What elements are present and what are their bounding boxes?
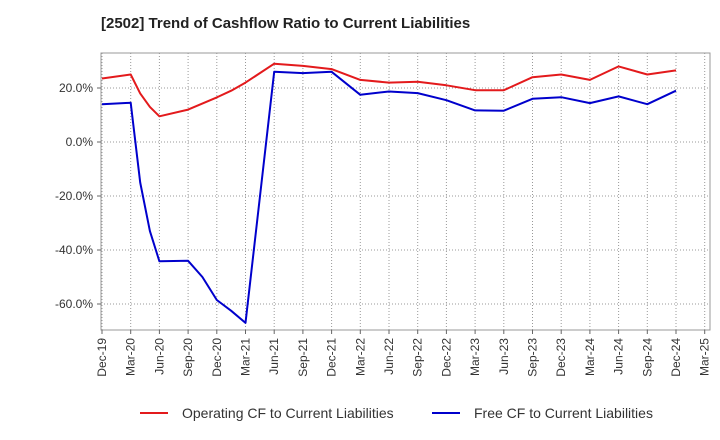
chart-title: [2502] Trend of Cashflow Ratio to Curren… bbox=[101, 15, 471, 32]
x-tick-label: Mar-25 bbox=[698, 338, 712, 376]
x-tick-label: Sep-20 bbox=[181, 338, 195, 377]
x-tick-label: Dec-21 bbox=[325, 338, 339, 377]
x-tick-label: Jun-23 bbox=[497, 338, 511, 375]
series-line-free-cf bbox=[101, 70, 677, 324]
legend: Operating CF to Current Liabilities Free … bbox=[140, 405, 653, 421]
x-tick-label: Mar-22 bbox=[353, 338, 367, 376]
legend-label: Operating CF to Current Liabilities bbox=[182, 405, 394, 421]
x-tick-label: Dec-22 bbox=[439, 338, 453, 377]
x-tick-label: Jun-20 bbox=[152, 338, 166, 375]
x-tick-label: Jun-22 bbox=[382, 338, 396, 375]
x-tick-label: Dec-24 bbox=[669, 338, 683, 377]
series-line-operating-cf bbox=[101, 62, 677, 118]
x-tick-label: Jun-24 bbox=[612, 338, 626, 375]
x-tick-label: Dec-23 bbox=[554, 338, 568, 377]
x-tick-label: Sep-24 bbox=[640, 338, 654, 377]
x-tick-label: Dec-19 bbox=[95, 338, 109, 377]
x-tick-label: Sep-23 bbox=[526, 338, 540, 377]
y-tick-label: 20.0% bbox=[59, 81, 93, 95]
x-tick-label: Sep-22 bbox=[411, 338, 425, 377]
y-tick-label: 0.0% bbox=[66, 135, 94, 149]
y-tick-label: -40.0% bbox=[55, 243, 93, 257]
series-layer bbox=[101, 62, 677, 324]
x-tick-label: Mar-20 bbox=[124, 338, 138, 376]
x-tick-label: Mar-23 bbox=[468, 338, 482, 376]
x-tick-label: Mar-21 bbox=[239, 338, 253, 376]
x-tick-label: Mar-24 bbox=[583, 338, 597, 376]
axis-layer: Dec-19 Mar-20 Jun-20 Sep-20 Dec-20 Mar-21 Jun-… bbox=[55, 81, 712, 377]
x-tick-label: Dec-20 bbox=[210, 338, 224, 377]
x-tick-label: Sep-21 bbox=[296, 338, 310, 377]
x-tick-label: Jun-21 bbox=[267, 338, 281, 375]
grid-layer bbox=[101, 53, 710, 330]
plot-area-frame bbox=[100, 52, 711, 331]
y-tick-label: -20.0% bbox=[55, 189, 93, 203]
y-tick-label: -60.0% bbox=[55, 297, 93, 311]
legend-label: Free CF to Current Liabilities bbox=[474, 405, 653, 421]
